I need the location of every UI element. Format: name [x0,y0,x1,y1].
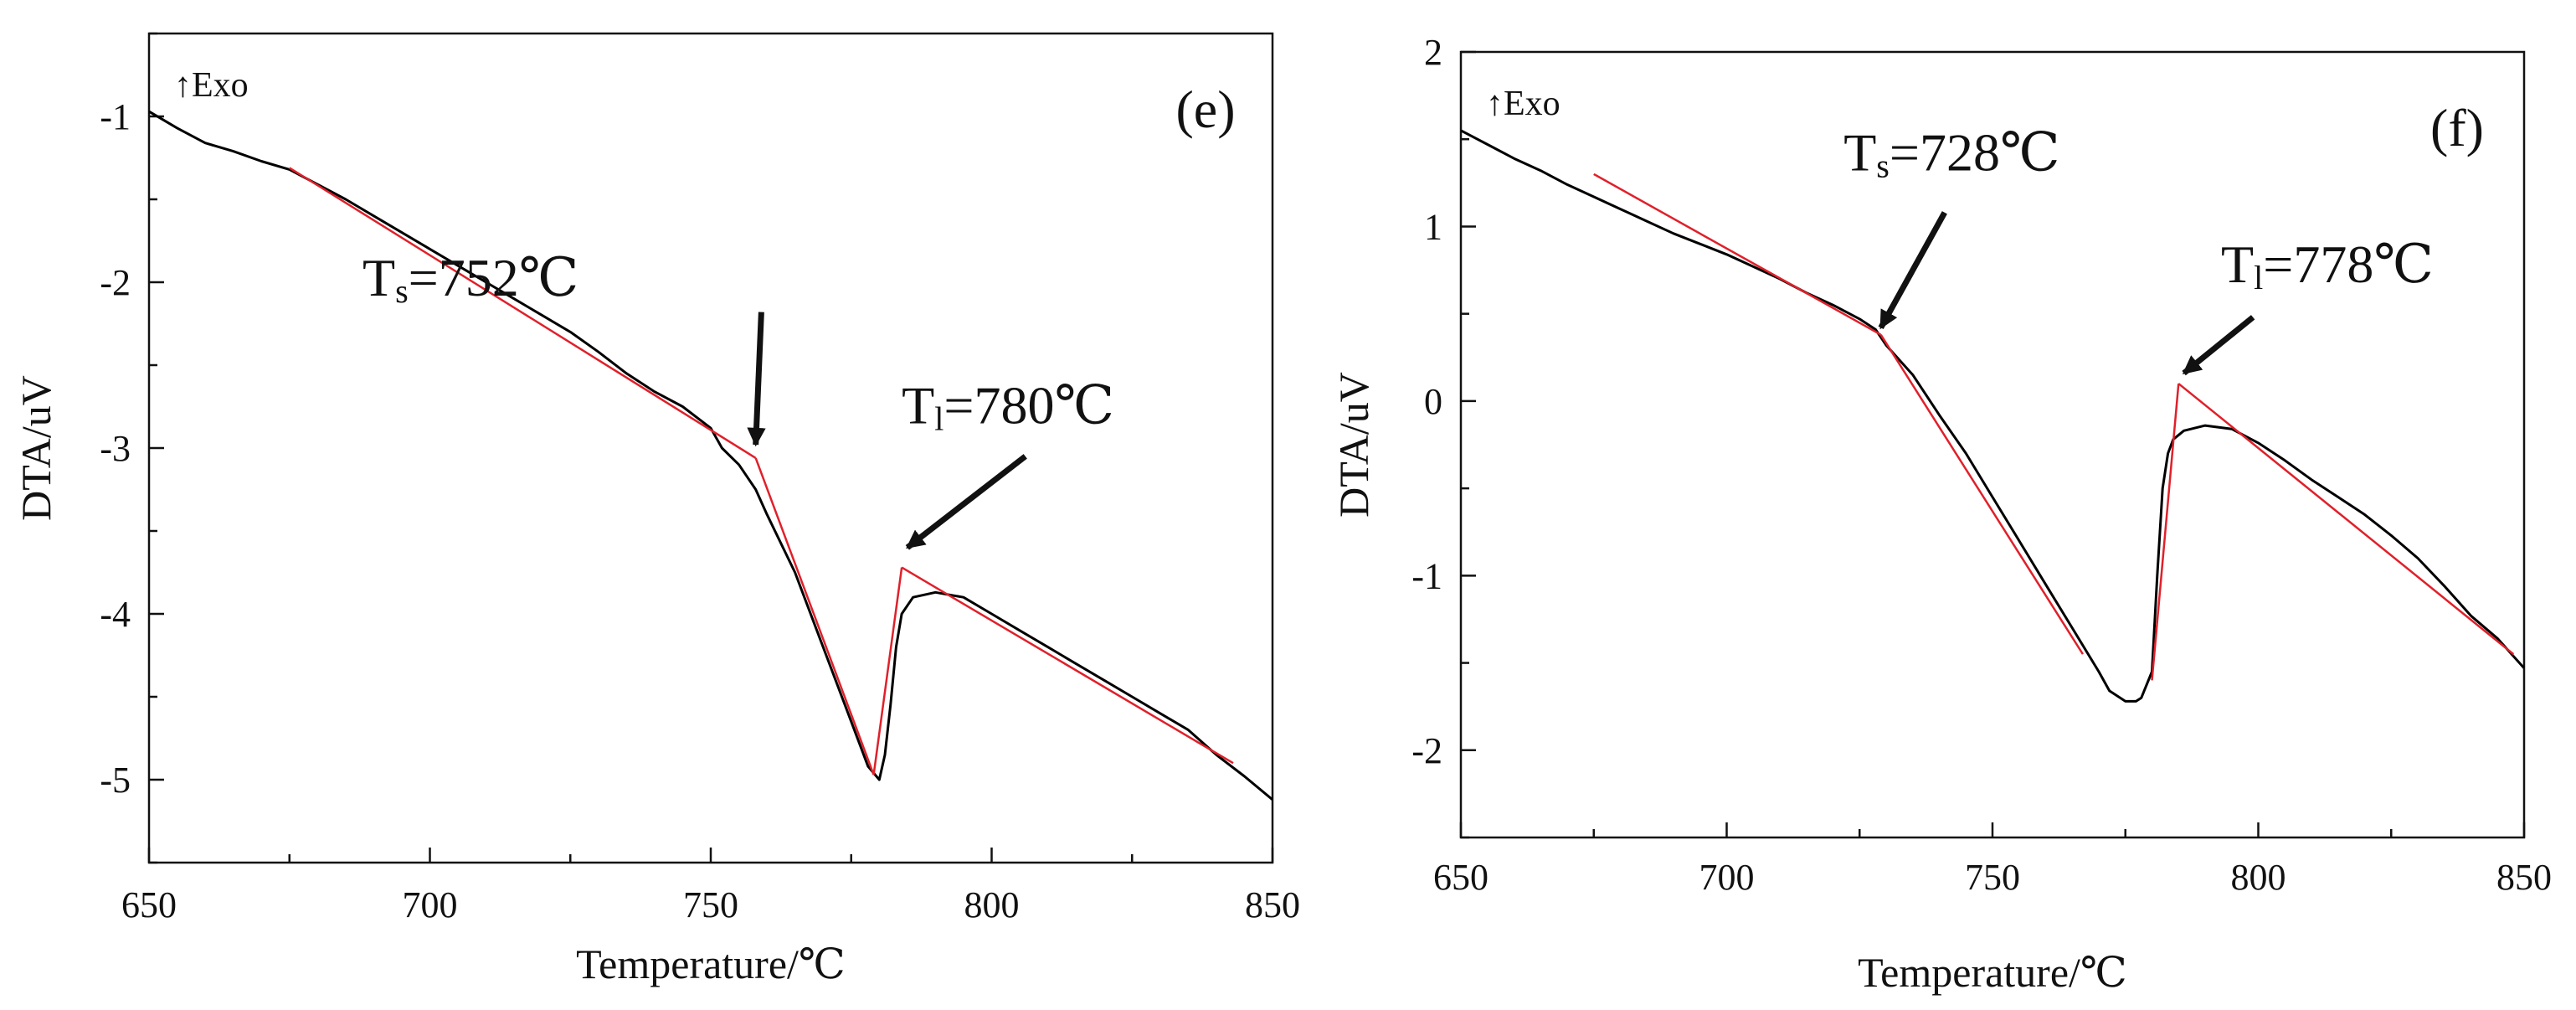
annotation-arrow [1878,211,1947,330]
tangent-line [289,167,757,459]
tangent-line [2151,383,2180,681]
y-tick-label: -5 [100,760,131,801]
x-tick-label: 800 [964,884,1020,925]
temperature-annotation: Tl=780℃ [902,375,1114,437]
exo-label: ↑Exo [1486,85,1561,123]
y-tick-label: -2 [1411,730,1442,771]
y-tick-label: 2 [1424,32,1442,73]
annotation-subscript: l [934,399,944,437]
annotation-subscript: s [395,272,409,310]
annotation-subscript: l [2254,259,2263,296]
tangent-line [872,567,903,776]
x-tick-label: 800 [2231,857,2286,898]
x-tick-label: 750 [1965,857,2020,898]
plot-frame [147,32,1274,864]
x-tick-label: 850 [1245,884,1300,925]
y-tick-label: -1 [100,96,131,137]
annotation-symbol: T [902,375,934,435]
dta-series-line [1461,129,2524,703]
x-tick-label: 750 [683,884,738,925]
temperature-annotation: Ts=752℃ [362,248,578,310]
x-axis-label: Temperature/℃ [576,940,846,987]
x-tick-label: 850 [2496,857,2552,898]
y-tick-label: -2 [100,262,131,303]
annotation-value: =780℃ [944,375,1114,435]
annotation-value: =752℃ [409,248,579,307]
temperature-annotation: Tl=778℃ [2221,234,2434,296]
panel-label: (e) [1175,80,1235,139]
tangent-line [2178,383,2515,656]
annotation-arrow [2182,315,2255,376]
y-axis-label: DTA/uV [1330,372,1377,518]
panel-label: (f) [2430,98,2484,157]
dta-series-line [149,110,1273,801]
tangent-line [1593,173,1882,336]
annotation-value: =728℃ [1890,123,2060,183]
annotation-arrow [905,454,1027,550]
chart-panel-e: 650 700 750 800 850 -1 -2 -3 -4 -5 Temperature/℃ DT… [13,32,1300,987]
tangent-line [1879,334,2085,655]
x-axis-label: Temperature/℃ [1858,949,2127,996]
x-tick-label: 650 [1433,857,1489,898]
temperature-annotation: Ts=728℃ [1843,123,2059,185]
annotation-symbol: T [1843,123,1876,183]
annotation-subscript: s [1876,147,1890,185]
y-tick-label: 0 [1424,381,1442,422]
data-layer [1461,129,2524,703]
y-tick-label: -1 [1411,555,1442,596]
x-tick-label: 700 [403,884,458,925]
y-axis-label: DTA/uV [13,375,59,521]
annotation-value: =778℃ [2263,234,2434,294]
annotation-symbol: T [362,248,395,307]
tangent-line [754,457,875,776]
x-tick-label: 650 [121,884,177,925]
y-tick-label: 1 [1424,206,1442,247]
y-tick-label: -3 [100,428,131,469]
annotation-symbol: T [2221,234,2254,294]
y-tick-label: -4 [100,594,131,635]
chart-panel-f: 650 700 750 800 850 2 1 0 -1 -2 Temperature/℃ DTA/u… [1330,32,2552,996]
exo-label: ↑Exo [174,66,249,105]
x-tick-label: 700 [1699,857,1755,898]
data-layer [149,110,1273,801]
tangent-line [901,566,1234,765]
annotation-arrow [747,312,766,447]
